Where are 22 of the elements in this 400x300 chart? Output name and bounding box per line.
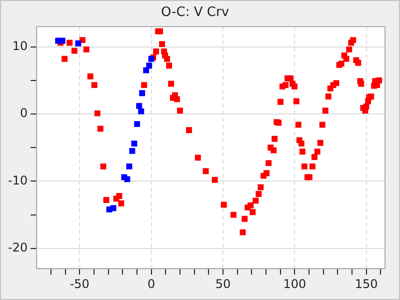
chart-title: O-C: V Crv — [160, 5, 230, 20]
x-tick-label: 0 — [147, 276, 156, 291]
point — [134, 121, 140, 128]
point — [138, 108, 144, 114]
point — [126, 163, 132, 170]
point — [131, 140, 138, 147]
x-tick-label: 150 — [354, 276, 378, 291]
y-tick-label: 10 — [12, 38, 28, 53]
x-tick-label: 100 — [283, 276, 306, 291]
point — [124, 176, 130, 182]
x-tick-label: -50 — [70, 276, 90, 291]
point — [139, 90, 146, 96]
point — [106, 206, 112, 212]
y-tick-label: 0 — [20, 106, 28, 120]
point — [136, 102, 142, 109]
point — [75, 40, 82, 46]
y-tick-label: -10 — [8, 173, 28, 188]
x-tick-label: 50 — [215, 276, 231, 291]
point — [146, 62, 152, 69]
point — [129, 148, 136, 154]
y-tick-label: -20 — [8, 240, 28, 255]
point — [143, 67, 150, 74]
